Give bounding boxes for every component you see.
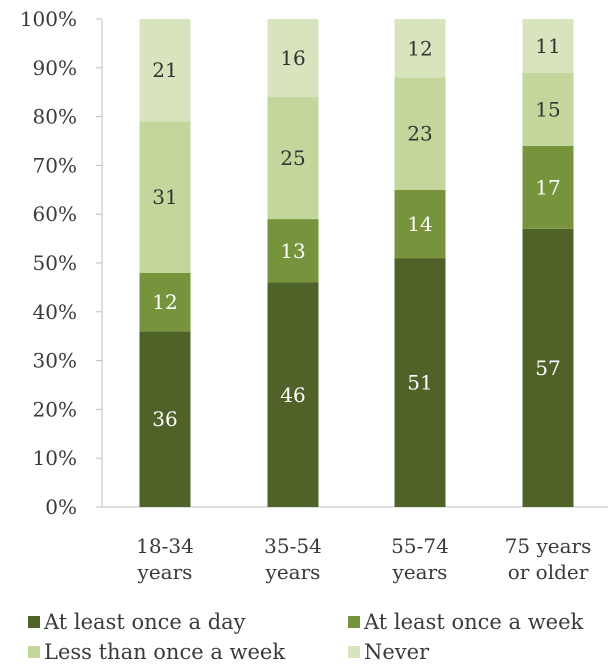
bar-segment [267, 219, 319, 283]
bar-segment [522, 228, 574, 507]
bar-segment [139, 272, 191, 332]
bar-segment [267, 97, 319, 220]
y-axis: 0% 10% 20% 30% 40% 50% 60% 70% 80% 90% 100% [20, 7, 608, 519]
y-tick-label: 100% [20, 7, 77, 31]
bar-segment [522, 19, 574, 73]
y-tick-label: 40% [33, 300, 77, 324]
data-label: 25 [280, 146, 305, 170]
y-tick-label: 70% [33, 153, 77, 177]
data-label: 14 [407, 212, 432, 236]
bar-segment [267, 19, 319, 98]
bars: 36 12 31 21 46 13 25 16 51 14 23 12 57 17 15 11 [139, 19, 574, 507]
x-category-label: years [265, 560, 321, 584]
data-label: 15 [535, 97, 560, 121]
y-tick-label: 80% [33, 105, 77, 129]
legend-swatch-daily [28, 616, 40, 628]
x-category-label: or older [508, 560, 589, 584]
data-label: 12 [152, 290, 177, 314]
legend-item-never: Never [348, 640, 429, 664]
x-category-label: years [392, 560, 448, 584]
bar-segment [394, 258, 446, 507]
data-label: 36 [152, 407, 177, 431]
y-tick-label: 60% [33, 202, 77, 226]
bar-segment [267, 282, 319, 507]
data-label: 51 [407, 371, 432, 395]
data-label: 57 [535, 356, 560, 380]
data-label: 11 [535, 34, 560, 58]
data-label: 21 [152, 58, 177, 82]
x-category-label: 55-74 [391, 534, 449, 558]
data-label: 12 [407, 36, 432, 60]
y-tick-label: 0% [45, 495, 77, 519]
x-category-label: years [137, 560, 193, 584]
bar-segment [394, 19, 446, 78]
x-category-label: 75 years [505, 534, 592, 558]
bar-segment [394, 189, 446, 259]
y-tick-label: 50% [33, 251, 77, 275]
y-tick-label: 30% [33, 349, 77, 373]
data-label: 46 [280, 383, 305, 407]
legend-label-daily: At least once a day [44, 610, 246, 634]
legend-swatch-never [348, 646, 360, 658]
legend-item-daily: At least once a day [28, 610, 246, 634]
data-label: 23 [407, 122, 432, 146]
bar-segment [394, 77, 446, 190]
bar-segment [139, 19, 191, 122]
x-category-label: 35-54 [264, 534, 322, 558]
y-tick-label: 10% [33, 446, 77, 470]
data-label: 13 [280, 239, 305, 263]
bar-segment [522, 145, 574, 229]
bar-segment [522, 72, 574, 146]
stacked-bar-chart: 0% 10% 20% 30% 40% 50% 60% 70% 80% 90% 100% 36 12 31… [20, 7, 608, 584]
legend-label-less-weekly: Less than once a week [44, 640, 286, 664]
legend-swatch-less-weekly [28, 646, 40, 658]
y-tick-label: 20% [33, 397, 77, 421]
bar-segment [139, 331, 191, 507]
legend-label-never: Never [364, 640, 430, 664]
legend-item-less-weekly: Less than once a week [28, 640, 285, 664]
x-category-label: 18-34 [136, 534, 194, 558]
legend-label-weekly: At least once a week [364, 610, 584, 634]
bar-segment [139, 121, 191, 273]
y-tick-label: 90% [33, 56, 77, 80]
legend-swatch-weekly [348, 616, 360, 628]
legend-item-weekly: At least once a week [348, 610, 583, 634]
data-label: 17 [535, 175, 560, 199]
data-label: 31 [152, 185, 177, 209]
data-label: 16 [280, 46, 305, 70]
